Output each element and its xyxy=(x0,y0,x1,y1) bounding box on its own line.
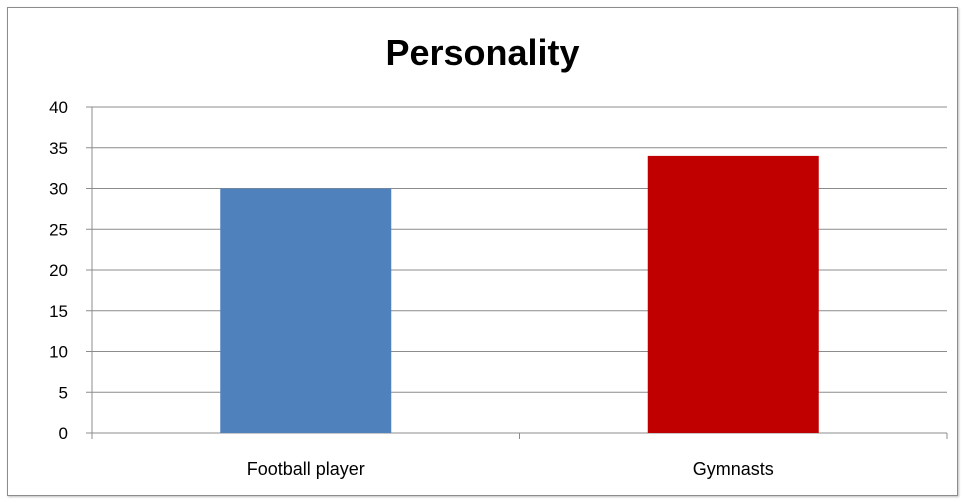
y-tick-label: 40 xyxy=(49,98,68,117)
labels: 0 5 10 15 20 25 30 35 40 Football player Gymnasts xyxy=(49,98,774,479)
x-category-label: Football player xyxy=(247,459,365,479)
y-tick-label: 35 xyxy=(49,139,68,158)
y-tick-label: 30 xyxy=(49,180,68,199)
y-tick-label: 0 xyxy=(59,424,68,443)
y-tick-label: 15 xyxy=(49,302,68,321)
y-tick-label: 20 xyxy=(49,261,68,280)
y-tick-label: 25 xyxy=(49,220,68,239)
y-tick-label: 10 xyxy=(49,343,68,362)
chart-title: Personality xyxy=(385,32,580,73)
bar-football-player xyxy=(220,188,392,433)
bar-gymnasts xyxy=(647,155,819,433)
bars xyxy=(220,155,819,433)
x-category-label: Gymnasts xyxy=(693,459,774,479)
y-tick-label: 5 xyxy=(59,383,68,402)
